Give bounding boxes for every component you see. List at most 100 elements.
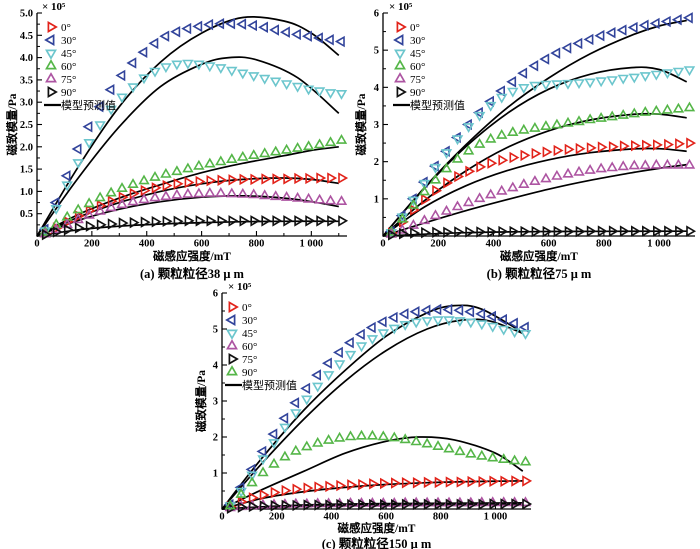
legend-item-30deg: 30°	[225, 314, 257, 327]
svg-text:1.0: 1.0	[20, 187, 33, 198]
series-90deg	[224, 429, 532, 510]
svg-text:200: 200	[430, 239, 446, 250]
svg-text:2: 2	[374, 157, 379, 168]
caption-a: (a) 颗粒粒径38 μ m	[140, 267, 244, 281]
axis-multiplier-b: × 10⁵	[389, 1, 413, 13]
svg-text:600: 600	[194, 239, 210, 250]
svg-text:90°: 90°	[410, 87, 425, 99]
svg-text:2.0: 2.0	[20, 142, 33, 153]
svg-text:90°: 90°	[61, 87, 76, 99]
svg-text:1 000: 1 000	[647, 239, 671, 250]
legend-item-45deg: 45°	[45, 48, 76, 60]
legend-item-30deg: 30°	[44, 34, 76, 47]
svg-text:600: 600	[378, 512, 394, 523]
svg-text:30°: 30°	[242, 315, 257, 327]
legend-item-0deg: 0°	[228, 301, 252, 314]
subplot-a: 0 200 400 600 800 1 000 0.5 1.0 1.5 2.0 2.5 3.0 3.5 4…	[0, 0, 350, 284]
legend-item-75deg: 75°	[394, 72, 425, 86]
svg-text:5: 5	[374, 46, 379, 57]
svg-text:0°: 0°	[410, 22, 420, 34]
legend-item-90deg: 90°	[226, 365, 257, 379]
svg-text:3.0: 3.0	[20, 98, 33, 109]
svg-text:45°: 45°	[410, 48, 425, 60]
series-60deg	[385, 101, 696, 236]
legend-item-75deg: 75°	[228, 353, 257, 366]
svg-text:1: 1	[213, 469, 218, 480]
chart-svg-b: 0 200 400 600 800 1 0001234560°30°45°60°75°90…	[374, 9, 697, 250]
svg-text:800: 800	[249, 239, 265, 250]
model-line-45deg	[221, 318, 524, 510]
svg-text:400: 400	[324, 512, 340, 523]
model-lines	[36, 15, 340, 237]
svg-text:60°: 60°	[242, 341, 257, 353]
series-75deg	[385, 158, 696, 238]
legend-item-60deg: 60°	[394, 59, 425, 73]
svg-text:模型预测值: 模型预测值	[61, 98, 116, 112]
y-axis-label-c: 磁致模量/Pa	[196, 370, 208, 432]
chart-svg-c: 0 200 400 600 800 1 0001234560°30°45°60°75°90…	[213, 289, 533, 523]
series-90deg	[41, 215, 349, 241]
svg-text:0: 0	[34, 239, 39, 250]
svg-text:5: 5	[213, 325, 218, 336]
svg-text:75°: 75°	[242, 354, 257, 366]
legend-item-30deg: 30°	[393, 34, 425, 47]
svg-text:模型预测值: 模型预测值	[242, 378, 297, 392]
model-line-30deg	[36, 15, 340, 237]
svg-text:6: 6	[213, 289, 218, 300]
legend-item-model: 模型预测值	[44, 98, 116, 112]
svg-text:90°: 90°	[242, 367, 257, 379]
model-line-75deg	[382, 163, 687, 237]
svg-text:模型预测值: 模型预测值	[410, 98, 465, 112]
svg-text:4.0: 4.0	[20, 53, 33, 64]
axis-multiplier-c: × 10⁵	[228, 281, 252, 293]
svg-text:75°: 75°	[410, 74, 425, 86]
svg-text:4: 4	[374, 83, 380, 94]
svg-text:600: 600	[541, 239, 557, 250]
axis-multiplier-a: × 10⁵	[42, 1, 66, 13]
svg-text:60°: 60°	[61, 61, 76, 73]
legend-item-model: 模型预测值	[393, 98, 465, 112]
caption-c: (c) 颗粒粒径150 μ m	[321, 537, 432, 549]
legend: 0°30°45°60°75°90°模型预测值	[393, 21, 465, 112]
svg-text:200: 200	[269, 512, 285, 523]
x-axis-label-a: 磁感应强度/mT	[153, 251, 231, 263]
legend-item-90deg: 90°	[47, 86, 76, 99]
svg-text:200: 200	[84, 239, 100, 250]
svg-text:400: 400	[486, 239, 502, 250]
series-0deg	[388, 137, 697, 239]
svg-text:4: 4	[213, 361, 219, 372]
chart-svg-a: 0 200 400 600 800 1 000 0.5 1.0 1.5 2.0 2.5 3.0 3.5 4…	[20, 9, 349, 250]
svg-text:45°: 45°	[242, 328, 257, 340]
svg-text:0°: 0°	[61, 22, 71, 34]
svg-text:30°: 30°	[410, 35, 425, 47]
legend-item-45deg: 45°	[394, 48, 425, 60]
svg-text:3: 3	[213, 397, 218, 408]
svg-text:800: 800	[596, 239, 612, 250]
svg-text:1 000: 1 000	[484, 512, 508, 523]
caption-b: (b) 颗粒粒径75 μ m	[486, 267, 592, 281]
svg-text:0.5: 0.5	[20, 209, 33, 220]
legend-item-model: 模型预测值	[225, 378, 297, 392]
svg-text:2.5: 2.5	[20, 120, 33, 131]
legend-item-0deg: 0°	[47, 21, 71, 34]
svg-text:800: 800	[433, 512, 449, 523]
svg-text:0: 0	[380, 239, 385, 250]
legend: 0°30°45°60°75°90°模型预测值	[225, 301, 297, 392]
svg-text:0°: 0°	[242, 302, 252, 314]
svg-text:60°: 60°	[410, 61, 425, 73]
model-line-45deg	[382, 66, 688, 237]
model-line-0deg	[382, 147, 687, 237]
model-line-60deg	[382, 112, 687, 237]
svg-text:5.0: 5.0	[20, 9, 33, 20]
svg-text:6: 6	[374, 9, 379, 20]
svg-text:3: 3	[374, 120, 379, 131]
legend-item-60deg: 60°	[45, 59, 76, 73]
svg-text:1 000: 1 000	[300, 239, 324, 250]
subplot-b: 0 200 400 600 800 1 000 1 2 3 4 5 6 0° 30° 45° 60° 75° 90…	[350, 0, 700, 284]
legend-item-75deg: 75°	[45, 72, 76, 86]
svg-text:3.5: 3.5	[20, 75, 33, 86]
svg-text:4.5: 4.5	[20, 31, 33, 42]
subplot-c: 0 200 400 600 800 1 000 1 2 3 4 5 6 0° 30° 45° 60° 75° 90…	[168, 274, 538, 549]
y-axis-label-a: 磁致模量/Pa	[7, 93, 19, 156]
